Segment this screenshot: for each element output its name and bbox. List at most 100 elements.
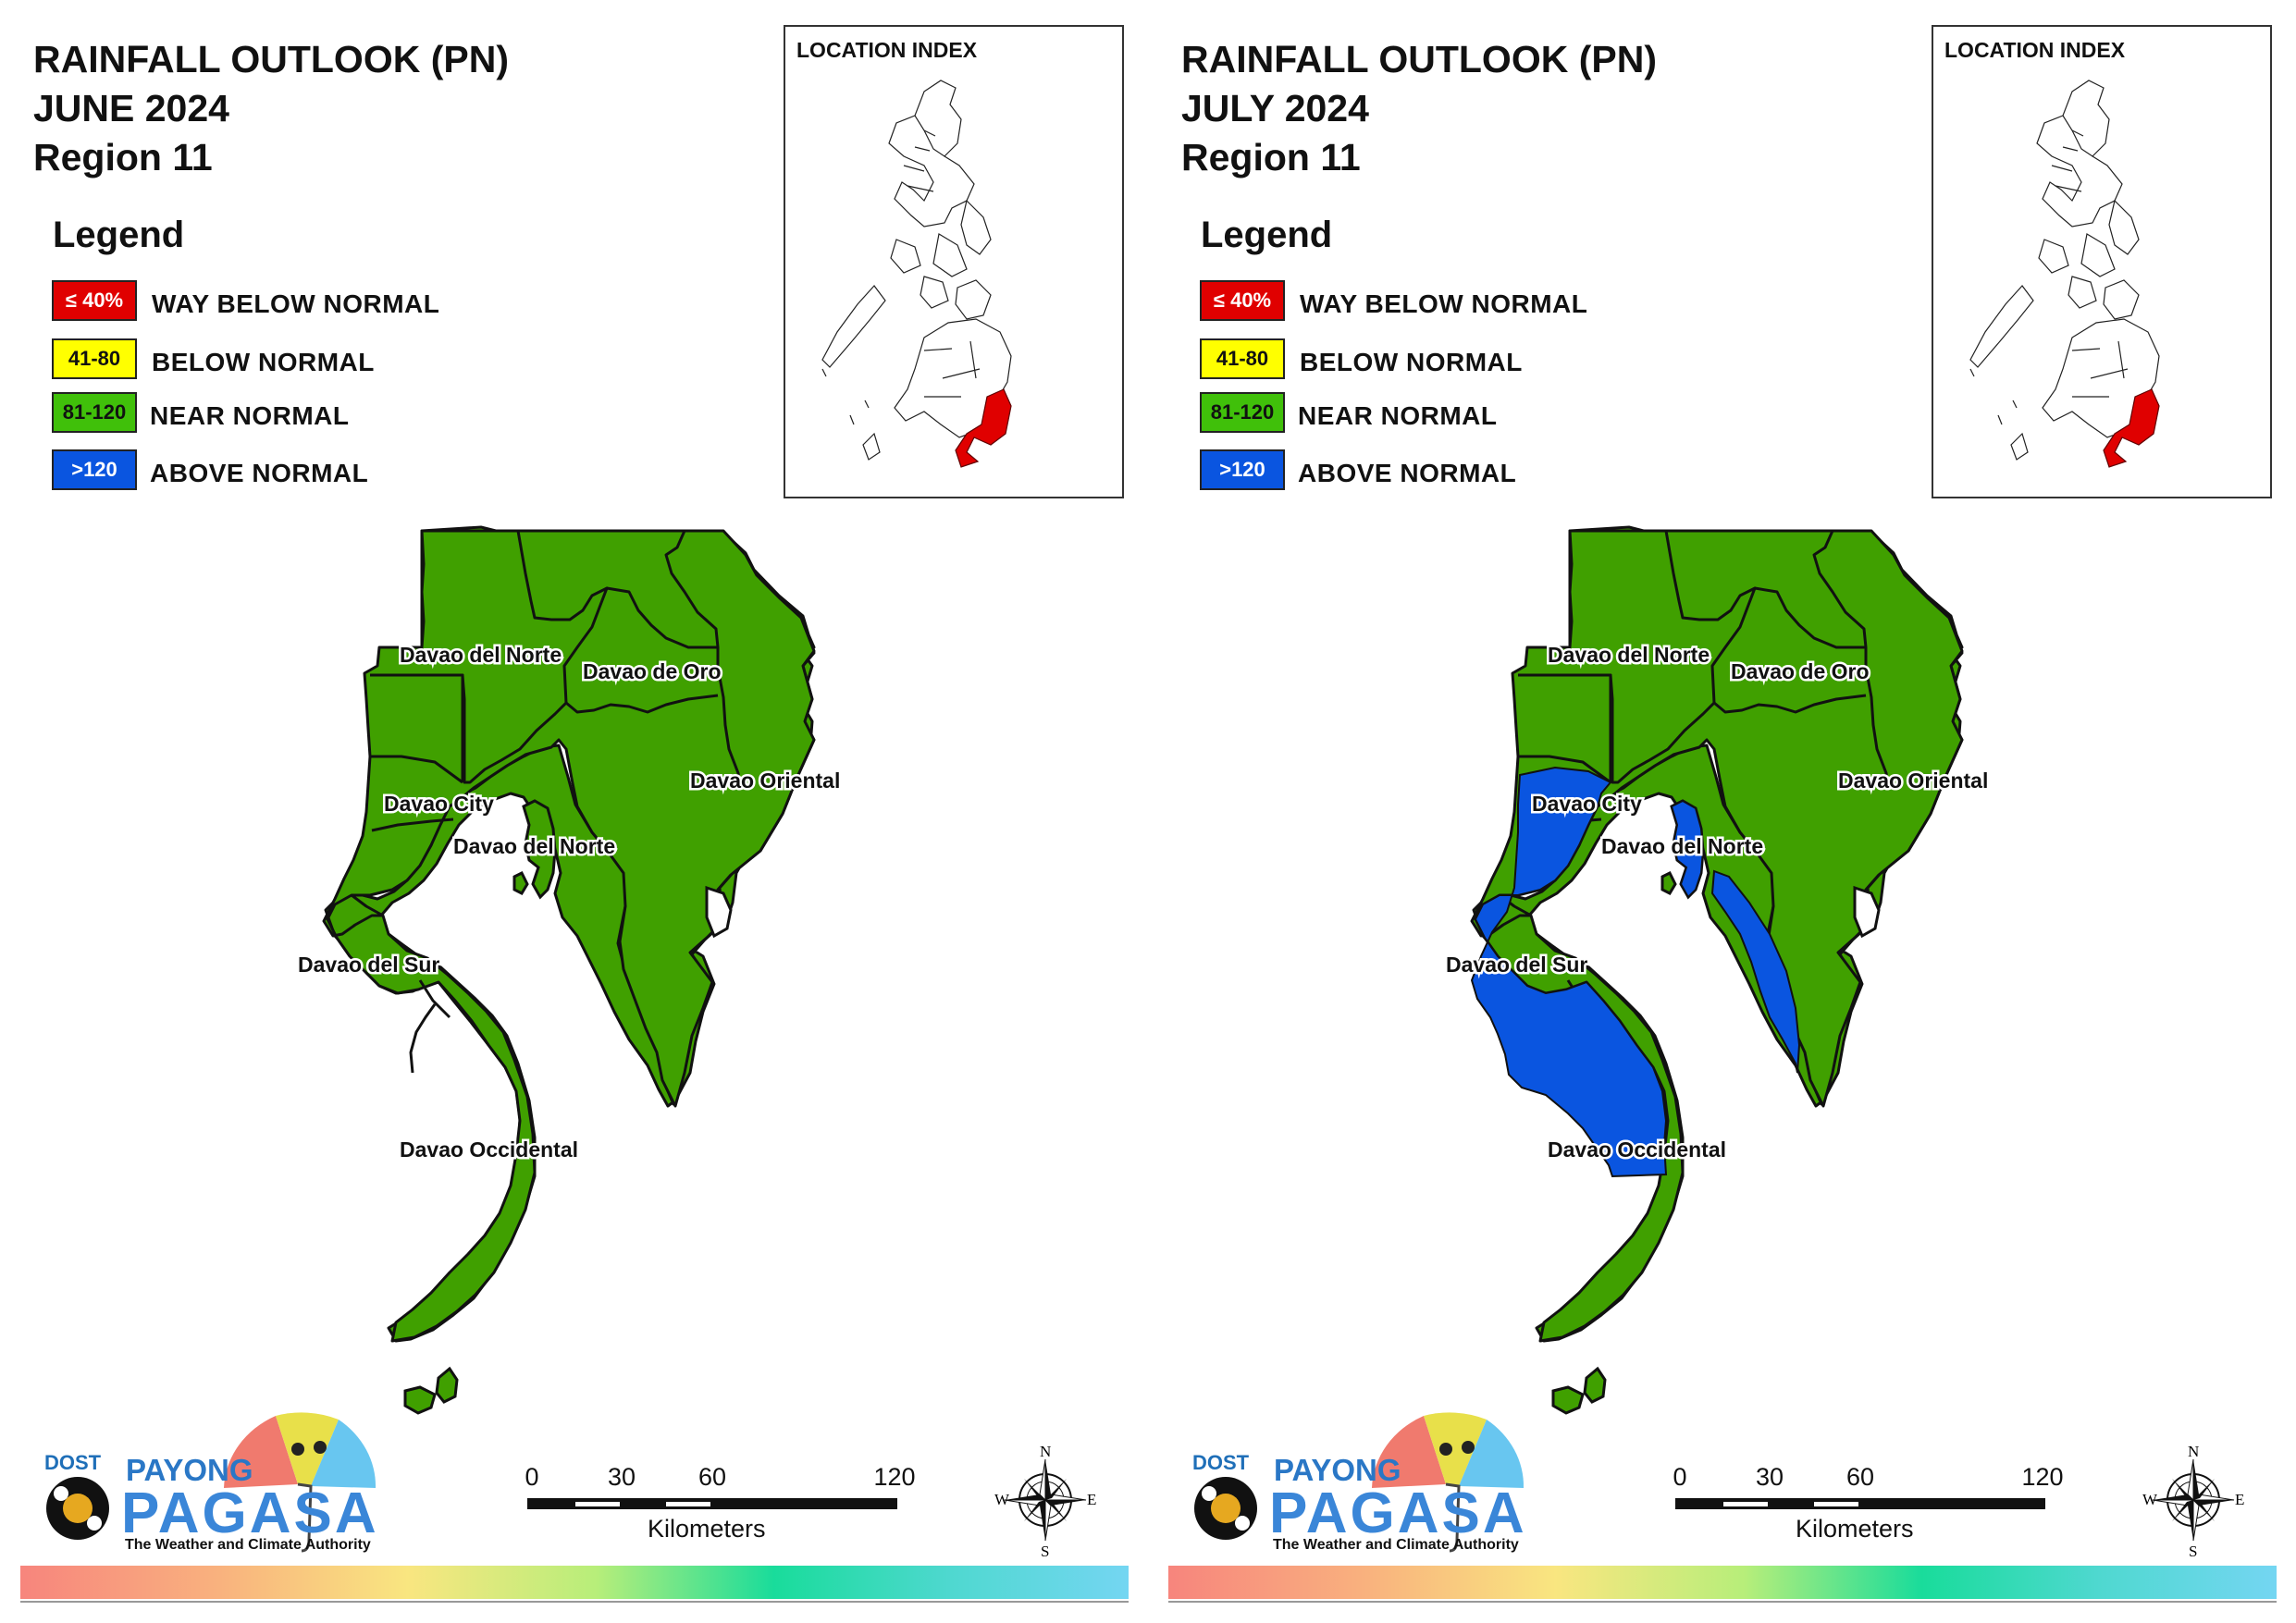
legend-swatch: 41-80 — [52, 338, 137, 379]
umbrella-icon — [46, 1412, 376, 1553]
map-label-davao-de-oro: Davao de Oro — [1731, 659, 1870, 683]
outlook-panel-1: RAINFALL OUTLOOK (PN) JUNE 2024 Region 1… — [20, 25, 1129, 1603]
title-line-1: RAINFALL OUTLOOK (PN) — [1181, 38, 1657, 80]
scale-bar: 0 30 60 120 Kilometers — [525, 1463, 916, 1543]
color-gradient-strip — [20, 1566, 1129, 1599]
above-normal-davao-city — [1470, 766, 1668, 1178]
map-label-davao-occidental: Davao Occidental — [400, 1137, 578, 1162]
above-normal-overlay — [1470, 766, 1801, 1178]
compass-w: W — [994, 1491, 1010, 1508]
compass-s: S — [1041, 1543, 1050, 1560]
legend-swatch: 41-80 — [1200, 338, 1285, 379]
scale-tick: 0 — [1673, 1463, 1687, 1491]
scale-bar: 0 30 60 120 Kilometers — [1673, 1463, 2064, 1543]
payong-pagasa-logo: DOST PAYONG PAGASA The Weather and Clima… — [33, 1392, 403, 1568]
compass-n: N — [1040, 1443, 1052, 1460]
compass-rose-icon: N S W E — [994, 1443, 1097, 1560]
philippines-index-map — [1969, 80, 2160, 468]
legend-title: Legend — [1201, 215, 1333, 255]
compass-rose-icon: N S W E — [2142, 1443, 2245, 1560]
legend-title: Legend — [53, 215, 185, 255]
above-normal-oriental-coast — [1710, 869, 1801, 1074]
scale-tick: 30 — [1755, 1463, 1784, 1491]
map-label-davao-de-oro: Davao de Oro — [583, 659, 722, 683]
legend-label: ABOVE NORMAL — [1298, 459, 1517, 487]
scale-bar-graphic — [527, 1498, 897, 1509]
compass-e: E — [2235, 1491, 2245, 1508]
map-label-davao-del-norte: Davao del Norte — [400, 643, 562, 667]
strip-divider — [1168, 1601, 2277, 1603]
title-line-2: JUNE 2024 — [33, 87, 229, 129]
region-11-highlight — [2103, 388, 2160, 468]
outlook-panel-2: RAINFALL OUTLOOK (PN) JULY 2024 Region 1… — [1148, 0, 2296, 1623]
map-label-davao-occidental: Davao Occidental — [1548, 1137, 1726, 1162]
legend-swatch: >120 — [52, 449, 137, 490]
title-line-3: Region 11 — [1181, 136, 1361, 178]
location-index-title: LOCATION INDEX — [796, 38, 978, 62]
region-11-highlight — [955, 388, 1012, 468]
title-line-3: Region 11 — [33, 136, 213, 178]
legend-label: WAY BELOW NORMAL — [152, 289, 440, 318]
scale-tick: 0 — [525, 1463, 539, 1491]
region-map: Davao del Norte Davao de Oro Davao City … — [1444, 525, 1991, 1415]
logo-dost: DOST — [44, 1451, 102, 1474]
map-label-davao-del-sur: Davao del Sur — [298, 953, 439, 977]
title-line-2: JULY 2024 — [1181, 87, 1369, 129]
payong-pagasa-logo: DOST PAYONG PAGASA The Weather and Clima… — [1181, 1392, 1551, 1568]
compass-n: N — [2188, 1443, 2200, 1460]
logo-payong: PAYONG — [126, 1453, 253, 1487]
compass-w: W — [2142, 1491, 2158, 1508]
map-label-davao-city: Davao City — [384, 792, 494, 816]
above-normal-samal — [1670, 799, 1705, 899]
legend-swatch: >120 — [1200, 449, 1285, 490]
strip-divider — [20, 1601, 1129, 1603]
logo-dost: DOST — [1192, 1451, 1250, 1474]
map-label-davao-city: Davao City — [1532, 792, 1642, 816]
title-line-1: RAINFALL OUTLOOK (PN) — [33, 38, 509, 80]
location-index-map: LOCATION INDEX — [784, 25, 1124, 498]
map-label-davao-del-sur: Davao del Sur — [1446, 953, 1587, 977]
legend-swatch: 81-120 — [52, 392, 137, 433]
legend-label: NEAR NORMAL — [150, 401, 350, 430]
legend-label: WAY BELOW NORMAL — [1300, 289, 1588, 318]
legend-label: NEAR NORMAL — [1298, 401, 1498, 430]
location-index-map: LOCATION INDEX — [1932, 25, 2272, 498]
province-boundaries — [351, 530, 742, 1074]
legend-swatch: ≤ 40% — [52, 280, 137, 321]
color-gradient-strip — [1168, 1566, 2277, 1599]
logo-payong: PAYONG — [1274, 1453, 1401, 1487]
legend-label: BELOW NORMAL — [1300, 348, 1523, 376]
map-label-davao-del-norte-samal: Davao del Norte — [453, 834, 615, 858]
location-index-title: LOCATION INDEX — [1944, 38, 2126, 62]
legend-label: ABOVE NORMAL — [150, 459, 369, 487]
scale-tick: 60 — [697, 1463, 727, 1491]
logo-pagasa: PAGASA — [1269, 1482, 1527, 1545]
region-map: Davao del Norte Davao de Oro Davao City … — [296, 525, 843, 1415]
map-labels: Davao del Norte Davao de Oro Davao City … — [1444, 641, 1991, 1164]
outlook-title: RAINFALL OUTLOOK (PN) JUNE 2024 Region 1… — [33, 35, 509, 182]
scale-tick: 120 — [2021, 1463, 2064, 1491]
scale-tick: 30 — [607, 1463, 636, 1491]
province-bodies — [1470, 529, 1964, 1343]
map-label-davao-oriental: Davao Oriental — [690, 768, 840, 793]
map-labels: Davao del Norte Davao de Oro Davao City … — [296, 641, 843, 1164]
scale-tick: 120 — [873, 1463, 916, 1491]
outlook-title: RAINFALL OUTLOOK (PN) JULY 2024 Region 1… — [1181, 35, 1657, 182]
scale-tick: 60 — [1845, 1463, 1875, 1491]
legend-swatch: 81-120 — [1200, 392, 1285, 433]
umbrella-icon — [1194, 1412, 1524, 1553]
philippines-index-map — [821, 80, 1012, 468]
compass-s: S — [2189, 1543, 2198, 1560]
compass-e: E — [1087, 1491, 1097, 1508]
logo-tagline: The Weather and Climate Authority — [125, 1537, 371, 1553]
map-label-davao-del-norte: Davao del Norte — [1548, 643, 1710, 667]
map-label-davao-oriental: Davao Oriental — [1838, 768, 1988, 793]
scale-unit: Kilometers — [1796, 1515, 1914, 1543]
province-bodies — [322, 529, 816, 1343]
legend-swatch: ≤ 40% — [1200, 280, 1285, 321]
islands — [403, 799, 733, 1415]
logo-tagline: The Weather and Climate Authority — [1273, 1537, 1519, 1553]
scale-unit: Kilometers — [648, 1515, 766, 1543]
map-label-davao-del-norte-samal: Davao del Norte — [1601, 834, 1763, 858]
scale-bar-graphic — [1675, 1498, 2045, 1509]
